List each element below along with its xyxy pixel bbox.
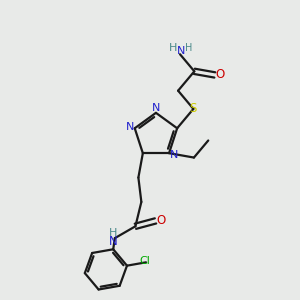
Text: Cl: Cl	[139, 256, 150, 266]
Text: S: S	[190, 102, 197, 116]
Text: O: O	[216, 68, 225, 81]
Text: N: N	[176, 46, 185, 56]
Text: H: H	[109, 228, 118, 238]
Text: H: H	[168, 43, 177, 53]
Text: N: N	[109, 235, 118, 248]
Text: H: H	[184, 43, 192, 53]
Text: N: N	[125, 122, 134, 132]
Text: O: O	[157, 214, 166, 227]
Text: N: N	[170, 150, 178, 160]
Text: N: N	[152, 103, 160, 113]
